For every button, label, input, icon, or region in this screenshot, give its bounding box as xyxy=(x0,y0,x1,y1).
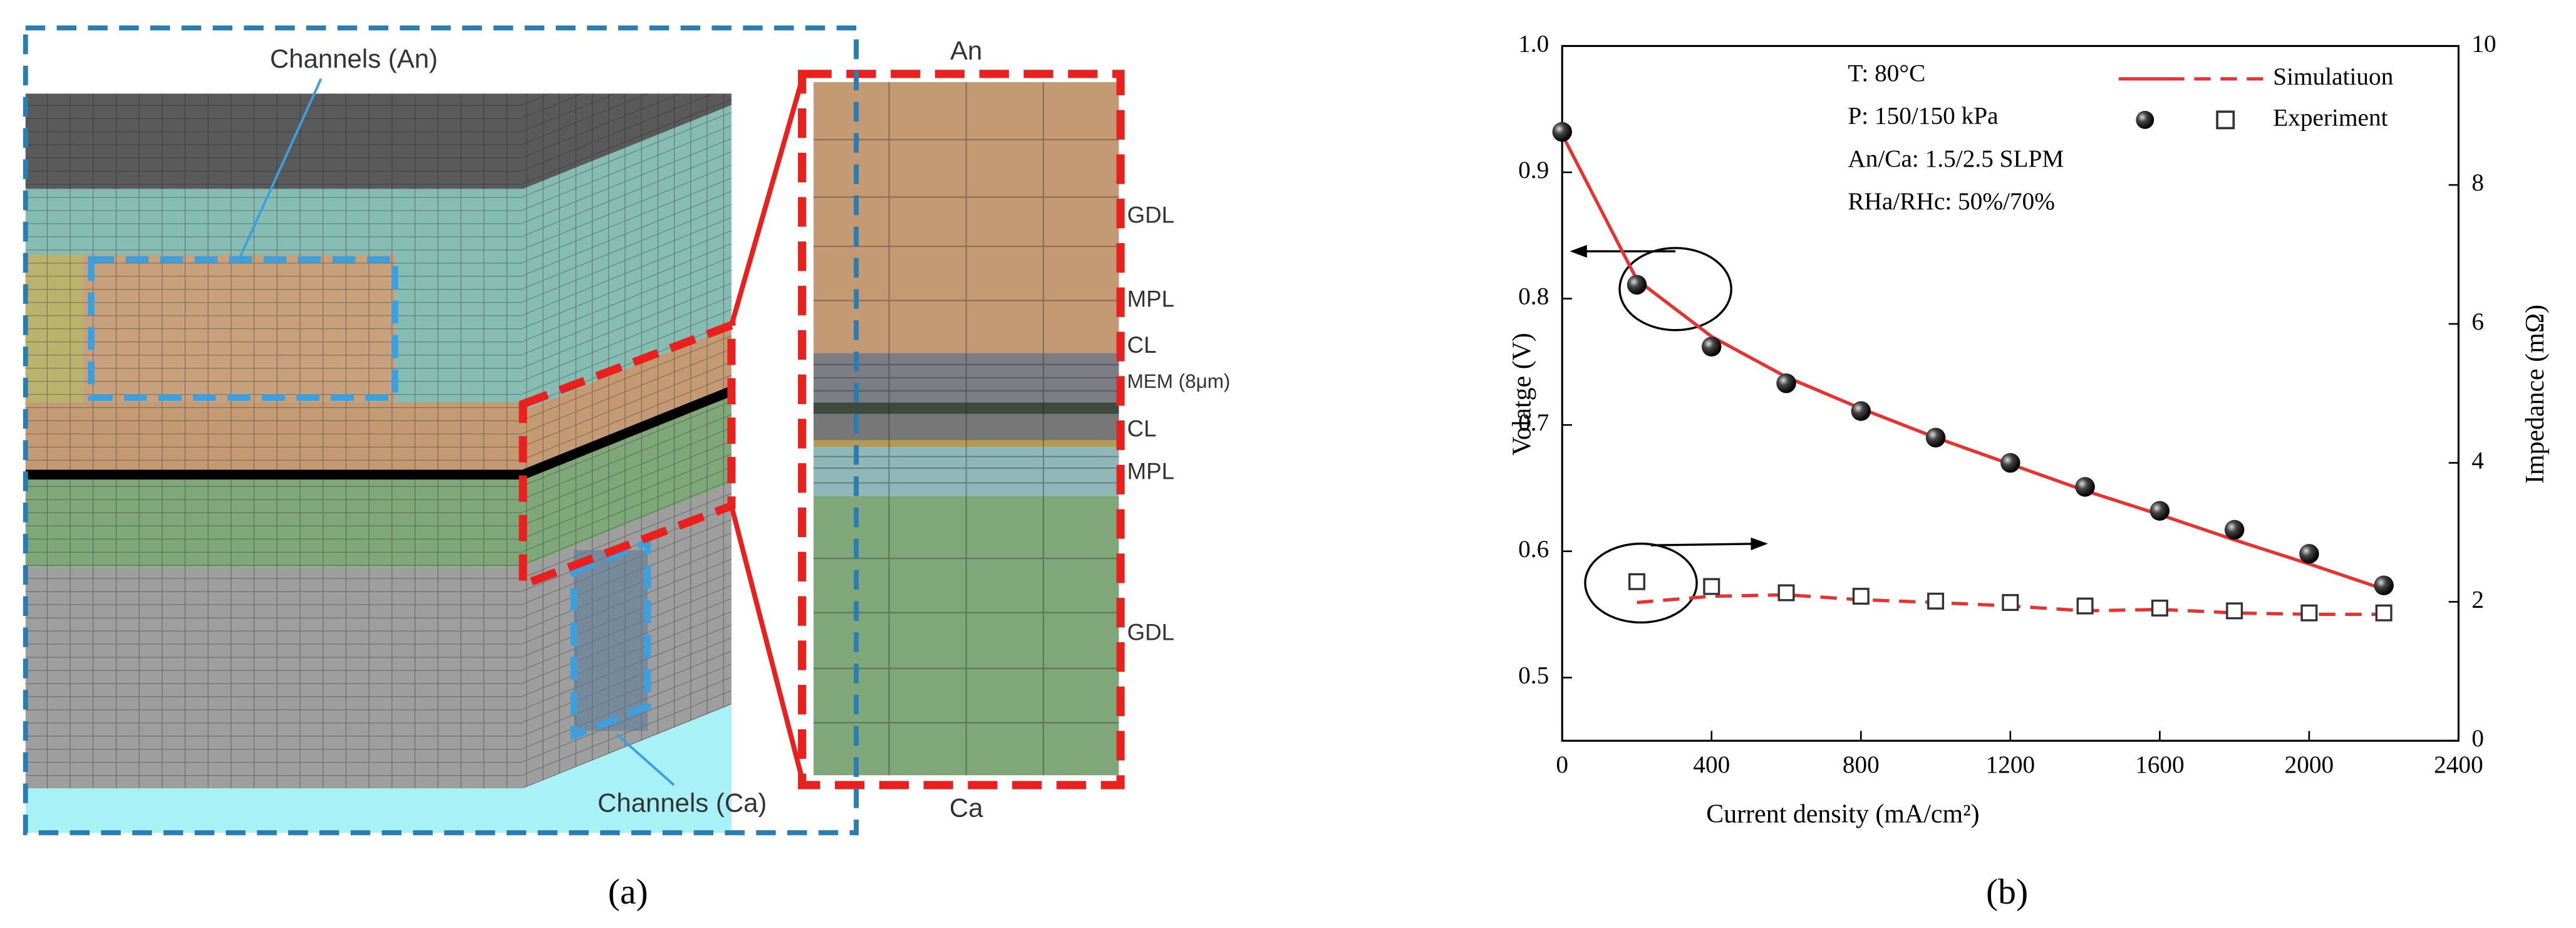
y-tick-label: 1.0 xyxy=(1518,29,1549,57)
legend-swatch xyxy=(2136,110,2154,129)
x-tick-label: 2400 xyxy=(2434,751,2483,778)
experiment-impedance-point xyxy=(1777,584,1795,602)
experiment-impedance-point xyxy=(2002,594,2019,612)
experiment-voltage-point xyxy=(1702,336,1722,357)
panel-a: Channels (An) Channels (Ca) An Ca GDL MP… xyxy=(23,25,1231,835)
experiment-impedance-point xyxy=(1852,588,1870,605)
channel-region xyxy=(574,550,648,731)
y-tick-label: 0.8 xyxy=(1518,283,1549,310)
y2-tick-label: 6 xyxy=(2471,308,2484,335)
layer-label: GDL xyxy=(1127,619,1174,645)
simulation-voltage-line xyxy=(1560,133,2385,591)
y2-tick-label: 0 xyxy=(2471,724,2484,752)
layer-label: CL xyxy=(1127,332,1157,358)
y2-tick-label: 2 xyxy=(2471,585,2484,613)
callout-ellipse xyxy=(1584,542,1698,624)
experiment-impedance-point xyxy=(2375,604,2392,622)
x-axis-label: Current density (mA/cm²) xyxy=(1706,800,1979,828)
y2-axis-label: Impedance (mΩ) xyxy=(2521,305,2550,484)
y2-tick-label: 10 xyxy=(2471,29,2496,57)
callout-label: Channels (Ca) xyxy=(597,788,767,817)
zoom-layer xyxy=(813,440,1119,447)
callout-ellipse xyxy=(1618,247,1732,331)
zoom-connector xyxy=(729,73,807,326)
x-tick-label: 0 xyxy=(1556,751,1568,778)
zoom-layer xyxy=(813,496,1119,776)
layer-label: MPL xyxy=(1127,286,1174,311)
x-tick-label: 400 xyxy=(1693,751,1730,778)
annotation: T: 80°C xyxy=(1848,60,1925,87)
zoom-layer xyxy=(813,446,1119,496)
layer-label: CL xyxy=(1127,415,1157,441)
experiment-impedance-point xyxy=(1703,578,1720,595)
experiment-voltage-point xyxy=(2224,519,2245,540)
experiment-voltage-point xyxy=(1776,373,1796,394)
experiment-voltage-point xyxy=(1552,122,1572,142)
zoom-layer xyxy=(813,414,1119,441)
y-tick-label: 0.7 xyxy=(1518,409,1549,436)
legend-swatch xyxy=(2216,110,2235,130)
experiment-impedance-point xyxy=(1628,573,1646,590)
experiment-impedance-point xyxy=(2300,604,2318,622)
x-tick-label: 800 xyxy=(1843,751,1880,778)
electrode-label: An xyxy=(950,36,982,65)
panel-b: Current density (mA/cm²) Volatge (V) Imp… xyxy=(1508,29,2550,828)
experiment-voltage-point xyxy=(2000,452,2020,473)
annotation: P: 150/150 kPa xyxy=(1848,102,1998,130)
annotation: An/Ca: 1.5/2.5 SLPM xyxy=(1848,145,2064,172)
annotation: RHa/RHc: 50%/70% xyxy=(1848,187,2055,215)
y-tick-label: 0.6 xyxy=(1518,535,1549,563)
legend-label: Experiment xyxy=(2273,103,2387,131)
mesh-grid xyxy=(25,93,524,789)
experiment-voltage-point xyxy=(2149,501,2170,521)
zoom-grid xyxy=(813,82,1119,776)
channel-outline xyxy=(88,256,398,401)
callout-arrow xyxy=(1650,537,1768,551)
experiment-impedance-point xyxy=(2226,602,2243,620)
x-tick-label: 2000 xyxy=(2285,751,2334,778)
callout-label: Channels (An) xyxy=(270,44,438,73)
experiment-voltage-point xyxy=(1925,427,1946,448)
panel-frame xyxy=(23,25,859,835)
zoom-layer xyxy=(813,82,1119,353)
zoom-outline xyxy=(798,70,1125,790)
zoom-layer xyxy=(813,402,1119,414)
caption: (b) xyxy=(1986,872,2028,912)
zoom-connector xyxy=(729,505,807,786)
bottom-plate xyxy=(25,704,732,833)
x-tick-label: 1600 xyxy=(2135,751,2185,778)
experiment-voltage-point xyxy=(2374,575,2394,595)
experiment-impedance-point xyxy=(2151,599,2168,617)
x-tick-label: 1200 xyxy=(1986,751,2035,778)
layer-label: GDL xyxy=(1127,202,1174,228)
legend-label: Simulatiuon xyxy=(2273,63,2393,90)
y-tick-label: 0.5 xyxy=(1518,661,1549,689)
experiment-voltage-point xyxy=(2299,544,2319,564)
channel-outline xyxy=(571,537,651,741)
callout-line xyxy=(616,733,675,786)
zoom-layer xyxy=(813,353,1119,403)
experiment-voltage-point xyxy=(1627,274,1647,295)
y-axis-label: Volatge (V) xyxy=(1508,333,1537,456)
experiment-impedance-point xyxy=(2076,597,2094,615)
layer-label: MEM (8μm) xyxy=(1127,370,1231,392)
experiment-voltage-point xyxy=(1851,401,1871,421)
caption: (a) xyxy=(608,872,648,912)
layer-label: MPL xyxy=(1127,459,1174,484)
y2-tick-label: 8 xyxy=(2471,169,2484,196)
y2-tick-label: 4 xyxy=(2471,447,2484,474)
callout-line xyxy=(237,78,323,260)
experiment-impedance-point xyxy=(1927,592,1945,610)
experiment-voltage-point xyxy=(2075,477,2095,497)
membrane-line xyxy=(25,386,733,480)
electrode-label: Ca xyxy=(949,793,983,822)
y-tick-label: 0.9 xyxy=(1518,156,1549,184)
